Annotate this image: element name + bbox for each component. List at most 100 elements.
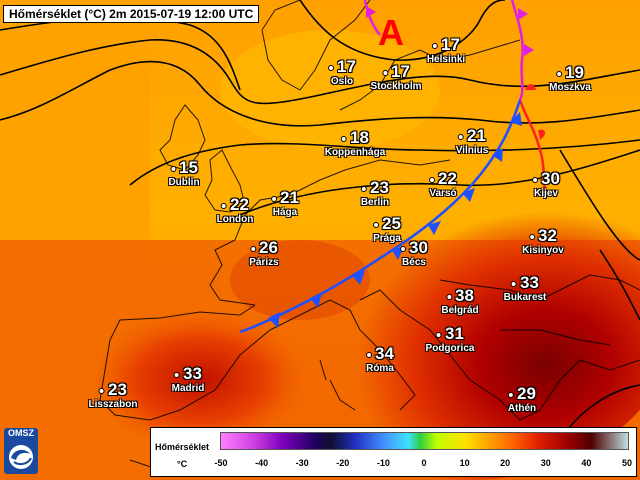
city-name: Bécs: [402, 257, 426, 268]
warm-front: [518, 84, 547, 191]
city-marker-icon: [556, 70, 563, 77]
city-name: Róma: [366, 363, 394, 374]
city-temperature: 30: [541, 169, 560, 188]
city-temperature: 34: [375, 344, 394, 363]
city-label: 30 Bécs: [400, 238, 428, 268]
city-marker-icon: [99, 387, 106, 394]
city-name: Hága: [272, 207, 298, 218]
city-label: 21 Hága: [271, 188, 299, 218]
city-marker-icon: [529, 233, 536, 240]
legend-colorbar: [220, 432, 629, 450]
legend-tick-label: 40: [581, 458, 592, 468]
city-temperature: 15: [179, 158, 198, 177]
city-temperature: 23: [108, 380, 127, 399]
city-name: Podgorica: [425, 343, 475, 354]
hot-spain-region: [90, 310, 310, 450]
city-marker-icon: [511, 280, 518, 287]
city-temperature: 21: [467, 126, 486, 145]
city-marker-icon: [508, 391, 515, 398]
city-name: Dublin: [168, 177, 200, 188]
temperature-legend: Hőmérséklet °C -50 -40 -30 -20 -10 0 10 20 30 40 5…: [150, 427, 637, 477]
legend-tick-label: 30: [540, 458, 551, 468]
city-label: 33 Bukarest: [504, 273, 547, 303]
city-label: 17 Oslo: [328, 57, 356, 87]
city-name: Madrid: [171, 383, 205, 394]
high-pressure-label: A: [378, 12, 404, 53]
city-marker-icon: [429, 176, 436, 183]
city-name: Lisszabon: [88, 399, 138, 410]
city-name: Varsó: [429, 188, 457, 199]
city-marker-icon: [341, 135, 348, 142]
city-temperature: 31: [445, 324, 464, 343]
legend-tick-label: -40: [255, 458, 269, 468]
city-label: 29 Athén: [508, 384, 536, 414]
city-temperature: 26: [259, 238, 278, 257]
city-label: 30 Kijev: [532, 169, 560, 199]
city-temperature: 21: [280, 188, 299, 207]
legend-tick-label: 50: [621, 458, 633, 468]
city-name: Berlin: [360, 197, 390, 208]
legend-tick-label: 20: [500, 458, 511, 468]
legend-tick-label: -20: [336, 458, 350, 468]
city-label: 17 Stockholm: [370, 62, 421, 92]
city-temperature: 29: [517, 384, 536, 403]
city-label: 23 Lisszabon: [89, 380, 138, 410]
city-name: Oslo: [330, 76, 354, 87]
city-label: 31 Podgorica: [426, 324, 475, 354]
city-name: Belgrád: [441, 305, 479, 316]
city-label: 22 Varsó: [429, 169, 457, 199]
city-marker-icon: [446, 293, 453, 300]
legend-unit: °C: [177, 459, 188, 469]
city-marker-icon: [366, 351, 373, 358]
legend-tick-label: -30: [295, 458, 309, 468]
city-name: Stockholm: [370, 81, 422, 92]
city-name: Helsinki: [426, 54, 466, 65]
city-temperature: 17: [441, 35, 460, 54]
city-marker-icon: [170, 165, 177, 172]
city-temperature: 22: [230, 195, 249, 214]
city-label: 22 London: [217, 195, 254, 225]
city-name: Kijev: [534, 188, 558, 199]
city-marker-icon: [382, 69, 389, 76]
city-name: Bukarest: [503, 292, 547, 303]
city-temperature: 38: [455, 286, 474, 305]
city-temperature: 18: [350, 128, 369, 147]
city-label: 21 Vilnius: [456, 126, 489, 156]
city-temperature: 19: [565, 63, 584, 82]
city-name: Moszkva: [549, 82, 591, 93]
city-temperature: 17: [337, 57, 356, 76]
city-temperature: 25: [382, 214, 401, 233]
city-marker-icon: [532, 176, 539, 183]
city-marker-icon: [328, 64, 335, 71]
city-label: 23 Berlin: [361, 178, 389, 208]
city-label: 26 Párizs: [249, 238, 278, 268]
city-marker-icon: [436, 331, 443, 338]
legend-tick-label: 10: [459, 458, 470, 468]
city-marker-icon: [221, 202, 228, 209]
city-name: Koppenhága: [324, 147, 386, 158]
city-marker-icon: [400, 245, 407, 252]
legend-tick-label: 0: [421, 458, 427, 468]
city-temperature: 33: [520, 273, 539, 292]
city-marker-icon: [432, 42, 439, 49]
city-marker-icon: [250, 245, 257, 252]
cold-front: [239, 99, 522, 334]
omsz-logo: OMSZ: [4, 428, 38, 474]
city-name: Párizs: [249, 257, 279, 268]
legend-tick-label: -50: [214, 458, 228, 468]
legend-title: Hőmérséklet: [155, 442, 210, 452]
city-name: Athén: [507, 403, 537, 414]
city-label: 18 Koppenhága: [325, 128, 386, 158]
city-label: 38 Belgrád: [441, 286, 478, 316]
city-name: Vilnius: [455, 145, 489, 156]
city-name: London: [216, 214, 254, 225]
city-marker-icon: [271, 195, 278, 202]
city-temperature: 33: [183, 364, 202, 383]
city-label: 25 Prága: [373, 214, 401, 244]
city-marker-icon: [373, 221, 380, 228]
city-label: 19 Moszkva: [549, 63, 591, 93]
city-label: 32 Kisinyov: [522, 226, 564, 256]
occluded-front: [363, 0, 534, 101]
